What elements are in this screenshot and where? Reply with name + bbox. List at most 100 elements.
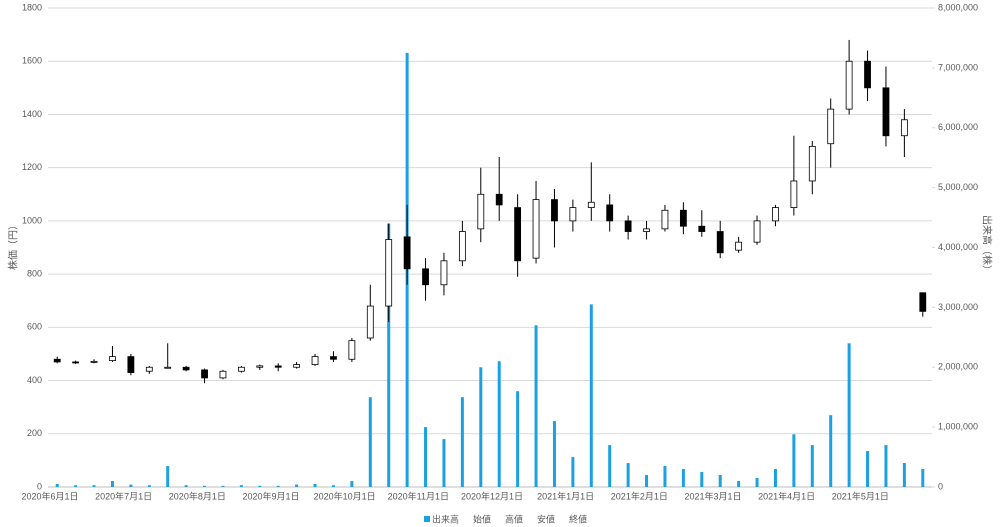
y2-tick-label: 2,000,000 bbox=[938, 362, 978, 372]
y2-tick-label: 1,000,000 bbox=[938, 422, 978, 432]
volume-bar bbox=[184, 485, 188, 487]
legend-label: 出来高 bbox=[432, 513, 459, 524]
volume-bar bbox=[55, 484, 59, 487]
legend-swatch bbox=[424, 516, 430, 522]
candle-body bbox=[919, 292, 927, 312]
candle-body bbox=[201, 369, 208, 379]
volume-bar bbox=[902, 463, 906, 487]
candle-body bbox=[753, 220, 761, 243]
volume-bar bbox=[866, 451, 870, 487]
volume-bar bbox=[792, 434, 796, 487]
candle-body bbox=[790, 180, 798, 208]
volume-bar bbox=[700, 472, 704, 487]
y2-tick-label: 0 bbox=[938, 481, 943, 491]
volume-bar bbox=[755, 478, 759, 487]
y-tick-label: 1200 bbox=[22, 162, 42, 172]
candle-body bbox=[90, 360, 98, 363]
candle-body bbox=[827, 108, 835, 145]
volume-bar bbox=[773, 469, 777, 487]
candle-body bbox=[293, 364, 301, 368]
candle-body bbox=[348, 340, 356, 360]
candle-body bbox=[698, 225, 706, 232]
legend-label: 始値 bbox=[473, 513, 491, 524]
volume-bar bbox=[166, 466, 170, 487]
volume-bar bbox=[442, 439, 446, 487]
candle-body bbox=[735, 241, 743, 251]
candle-body bbox=[274, 365, 282, 368]
candle-body bbox=[661, 209, 669, 230]
volume-bar bbox=[516, 391, 520, 487]
candle-body bbox=[237, 366, 245, 372]
candle-body bbox=[643, 228, 650, 232]
y-tick-label: 0 bbox=[37, 481, 42, 491]
volume-bar bbox=[92, 485, 96, 487]
y2-tick-label: 8,000,000 bbox=[938, 2, 978, 12]
candle-body bbox=[808, 145, 816, 182]
candle-body bbox=[219, 370, 227, 379]
candle-body bbox=[882, 87, 890, 137]
candle-body bbox=[330, 356, 337, 360]
y-tick-label: 1400 bbox=[22, 109, 42, 119]
legend-label: 終値 bbox=[569, 513, 587, 524]
volume-bar bbox=[387, 223, 391, 488]
candle-body bbox=[53, 358, 61, 363]
volume-bar bbox=[460, 397, 464, 487]
candle-body bbox=[495, 193, 503, 206]
x-tick-label: 2021年4月1日 bbox=[758, 490, 815, 501]
volume-bar bbox=[368, 397, 372, 487]
candle-body bbox=[551, 199, 558, 222]
candle-body bbox=[385, 239, 393, 307]
x-tick-label: 2021年3月1日 bbox=[684, 490, 741, 501]
volume-bar bbox=[331, 485, 335, 487]
y-tick-label: 1600 bbox=[22, 56, 42, 66]
candle-body bbox=[772, 207, 779, 222]
volume-bar bbox=[350, 481, 354, 487]
candle-body bbox=[606, 204, 614, 222]
candle-body bbox=[458, 231, 466, 262]
volume-bar bbox=[424, 427, 428, 487]
volume-bar bbox=[847, 343, 851, 487]
y2-tick-label: 5,000,000 bbox=[938, 182, 978, 192]
volume-bar bbox=[645, 475, 649, 487]
candle-body bbox=[440, 260, 448, 286]
y-tick-label: 400 bbox=[27, 375, 42, 385]
volume-bar bbox=[626, 463, 630, 487]
volume-bar bbox=[203, 485, 207, 487]
volume-bar bbox=[110, 481, 114, 487]
volume-bar bbox=[239, 485, 243, 487]
volume-bar bbox=[313, 484, 317, 487]
volume-bar bbox=[276, 485, 280, 487]
x-tick-label: 2021年5月1日 bbox=[832, 490, 889, 501]
volume-bar bbox=[829, 415, 833, 487]
candle-body bbox=[403, 236, 411, 270]
candle-body bbox=[900, 119, 908, 137]
candle-body bbox=[624, 220, 632, 232]
volume-bar bbox=[681, 469, 685, 487]
y-axis-title: 株価（円） bbox=[7, 220, 20, 270]
candle-body bbox=[72, 361, 80, 364]
candle-body bbox=[477, 193, 485, 230]
volume-bar bbox=[884, 445, 888, 487]
candle-body bbox=[145, 366, 153, 372]
volume-bar bbox=[737, 481, 741, 487]
candle-body bbox=[164, 366, 172, 369]
candle-body bbox=[569, 207, 577, 222]
volume-bar bbox=[129, 484, 133, 487]
candle-body bbox=[716, 231, 724, 254]
volume-bar bbox=[810, 445, 814, 487]
y-tick-label: 1000 bbox=[22, 215, 42, 225]
candle-body bbox=[679, 209, 687, 227]
volume-bar bbox=[221, 485, 225, 487]
volume-bar bbox=[921, 469, 925, 487]
x-tick-label: 2020年6月1日 bbox=[21, 490, 78, 501]
x-tick-label: 2020年7月1日 bbox=[95, 490, 152, 501]
volume-bar bbox=[497, 361, 501, 487]
y-tick-label: 1800 bbox=[22, 2, 42, 12]
x-tick-label: 2021年1月1日 bbox=[537, 490, 594, 501]
x-tick-label: 2020年10月1日 bbox=[314, 490, 376, 501]
y2-tick-label: 7,000,000 bbox=[938, 62, 978, 72]
x-tick-label: 2020年12月1日 bbox=[461, 490, 523, 501]
volume-bar bbox=[295, 484, 299, 487]
y-tick-label: 800 bbox=[27, 268, 42, 278]
